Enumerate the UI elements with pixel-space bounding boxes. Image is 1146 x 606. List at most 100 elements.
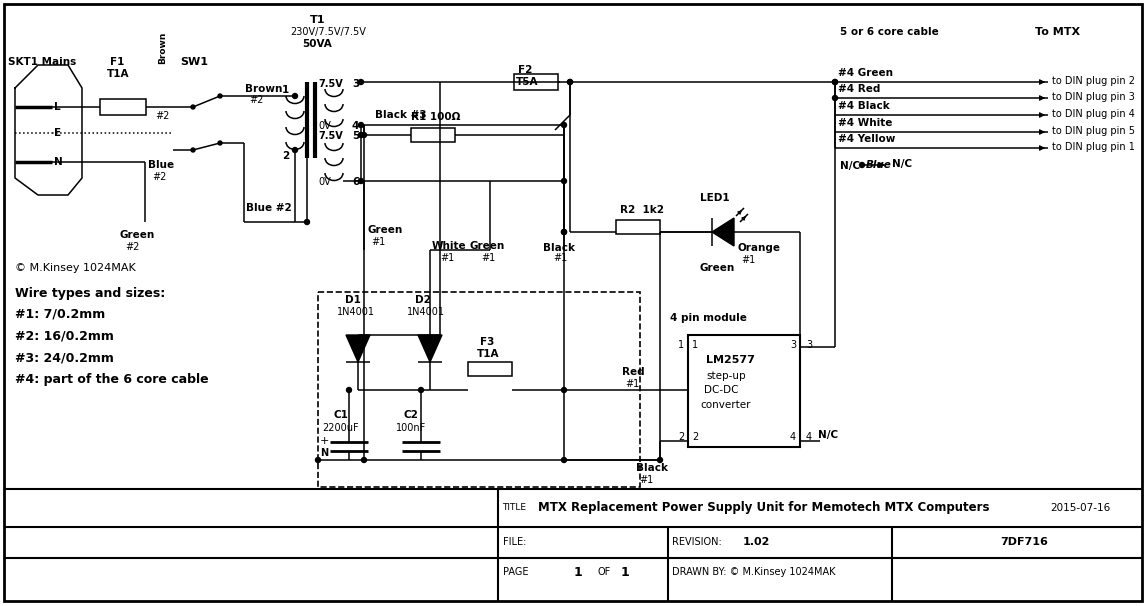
Text: SW1: SW1 (180, 57, 209, 67)
Bar (411, 128, 455, 142)
Polygon shape (418, 335, 442, 362)
Text: #3: 24/0.2mm: #3: 24/0.2mm (15, 351, 113, 364)
Circle shape (860, 162, 864, 167)
Text: E: E (54, 128, 61, 138)
Text: 1: 1 (678, 340, 684, 350)
Circle shape (346, 387, 352, 393)
Text: C1: C1 (333, 410, 348, 420)
Circle shape (658, 458, 662, 462)
Text: N/C: N/C (818, 430, 838, 440)
Text: FILE:: FILE: (503, 537, 526, 547)
Text: 50VA: 50VA (303, 39, 331, 49)
Text: 3: 3 (790, 340, 796, 350)
Text: #1: #1 (481, 253, 495, 263)
Text: #4 Red: #4 Red (838, 84, 880, 94)
Text: 3: 3 (352, 79, 359, 89)
Text: T5A: T5A (516, 77, 539, 87)
Text: 2: 2 (678, 432, 684, 442)
Text: D1: D1 (345, 295, 361, 305)
Text: 4 pin module: 4 pin module (670, 313, 747, 323)
Text: #2: #2 (155, 111, 170, 121)
Text: © M.Kinsey 1024MAK: © M.Kinsey 1024MAK (15, 263, 135, 273)
Text: N: N (54, 157, 63, 167)
Text: 2: 2 (692, 432, 698, 442)
Bar (468, 362, 512, 376)
Text: #2: 16/0.2mm: #2: 16/0.2mm (15, 330, 113, 342)
Text: PAGE: PAGE (503, 567, 528, 577)
Text: TITLE: TITLE (502, 504, 526, 513)
Text: #4 Black: #4 Black (838, 101, 889, 111)
Text: 7DF716: 7DF716 (1000, 537, 1047, 547)
Text: 230V/7.5V/7.5V: 230V/7.5V/7.5V (290, 27, 366, 37)
Text: #2: #2 (152, 172, 166, 182)
Text: 6: 6 (352, 177, 359, 187)
Text: to DIN plug pin 2: to DIN plug pin 2 (1052, 76, 1135, 86)
Text: Red: Red (622, 367, 644, 377)
Circle shape (191, 105, 195, 109)
Circle shape (359, 79, 363, 84)
Text: 5: 5 (352, 131, 359, 141)
Text: to DIN plug pin 3: to DIN plug pin 3 (1052, 92, 1135, 102)
Circle shape (418, 387, 424, 393)
Text: Brown: Brown (158, 32, 167, 64)
Text: Blue: Blue (866, 160, 892, 170)
Text: #2: #2 (125, 242, 140, 252)
Text: Green: Green (470, 241, 505, 251)
Text: to DIN plug pin 5: to DIN plug pin 5 (1052, 126, 1135, 136)
Circle shape (567, 79, 573, 84)
Polygon shape (712, 218, 733, 246)
Text: T1A: T1A (477, 349, 500, 359)
Text: #1: #1 (371, 237, 385, 247)
Polygon shape (346, 335, 370, 362)
Circle shape (562, 230, 566, 235)
Text: #1: #1 (625, 379, 639, 389)
Text: 100nF: 100nF (397, 423, 426, 433)
Bar (100, 99, 146, 115)
Circle shape (361, 133, 367, 138)
Text: REVISION:: REVISION: (672, 537, 722, 547)
Text: #4 Yellow: #4 Yellow (838, 134, 895, 144)
Circle shape (562, 387, 566, 393)
Text: 0V: 0V (317, 177, 331, 187)
Circle shape (359, 133, 363, 138)
Text: 2200uF: 2200uF (322, 423, 359, 433)
Text: #1: #1 (554, 253, 567, 263)
Text: T1: T1 (311, 15, 325, 25)
Bar (317, 292, 639, 487)
Text: DRAWN BY: © M.Kinsey 1024MAK: DRAWN BY: © M.Kinsey 1024MAK (672, 567, 835, 577)
Circle shape (832, 79, 838, 84)
Text: F1: F1 (110, 57, 125, 67)
Text: N/C: N/C (892, 159, 912, 169)
Circle shape (315, 458, 321, 462)
Text: Blue #2: Blue #2 (246, 203, 292, 213)
Text: Blue: Blue (148, 160, 174, 170)
Circle shape (191, 148, 195, 152)
Bar (515, 74, 558, 90)
Text: N: N (320, 448, 328, 458)
Text: 2015-07-16: 2015-07-16 (1050, 503, 1110, 513)
Circle shape (562, 122, 566, 127)
Text: 1: 1 (621, 565, 629, 579)
Circle shape (292, 147, 298, 153)
Text: +: + (320, 436, 329, 446)
Text: 1: 1 (282, 85, 289, 95)
Text: 3: 3 (806, 340, 813, 350)
Text: 4: 4 (352, 121, 360, 131)
Text: LED1: LED1 (700, 193, 730, 203)
Text: Wire types and sizes:: Wire types and sizes: (15, 287, 165, 299)
Text: to DIN plug pin 4: to DIN plug pin 4 (1052, 109, 1135, 119)
Text: LM2577: LM2577 (706, 355, 755, 365)
Circle shape (562, 458, 566, 462)
Text: Black: Black (543, 243, 575, 253)
Text: 1N4001: 1N4001 (407, 307, 445, 317)
Text: Brown: Brown (245, 84, 282, 94)
Bar (688, 335, 800, 447)
Text: 1: 1 (574, 565, 582, 579)
Circle shape (361, 458, 367, 462)
Text: 2: 2 (282, 151, 289, 161)
Text: Green: Green (120, 230, 155, 240)
Text: to DIN plug pin 1: to DIN plug pin 1 (1052, 142, 1135, 152)
Text: SKT1 Mains: SKT1 Mains (8, 57, 77, 67)
Text: Black #3: Black #3 (375, 110, 426, 120)
Text: 7.5V: 7.5V (317, 79, 343, 89)
